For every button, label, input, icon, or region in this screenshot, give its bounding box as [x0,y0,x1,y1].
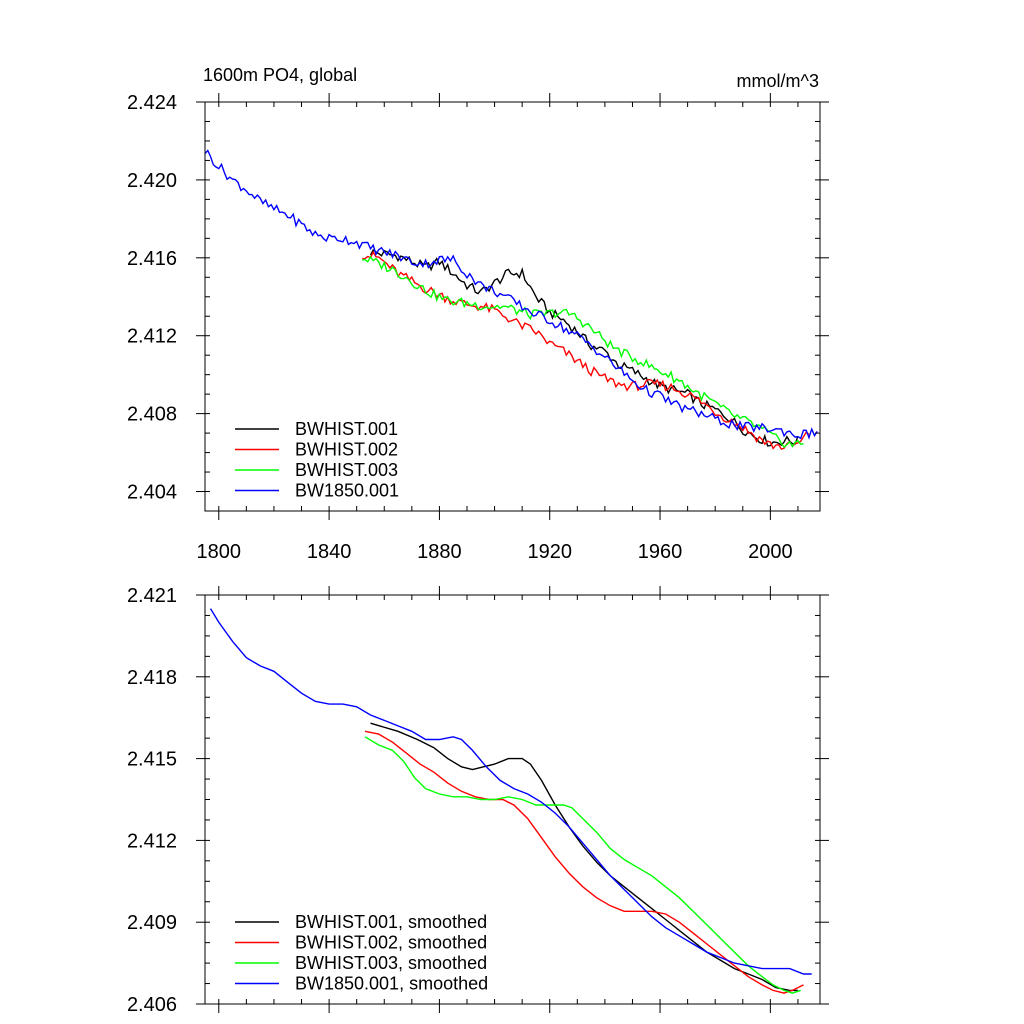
bottom-ticks-layer: 2.406 2.409 2.412 2.415 2.418 2.421 [127,585,829,1016]
bottom-legend-label-1: BWHIST.001, smoothed [295,912,487,932]
top-y-tick-label: 2.404 [127,482,177,504]
bottom-series-line-2 [364,730,804,994]
top-series-line-2 [362,250,810,451]
top-legend-label-4: BW1850.001 [295,481,399,501]
bottom-series-line-1 [370,722,798,992]
top-series-line-1 [369,248,799,447]
bottom-series-layer [209,608,812,994]
top-y-tick-label: 2.424 [127,92,177,114]
top-legend-label-2: BWHIST.002 [295,440,398,460]
top-x-tick-label: 1840 [307,541,352,563]
bottom-y-tick-label: 2.415 [127,749,177,771]
top-series-line-4 [204,149,818,440]
top-x-tick-label: 2000 [748,541,793,563]
top-series-layer [204,149,818,451]
bottom-series-line-4 [209,608,812,975]
bottom-y-tick-label: 2.409 [127,912,177,934]
top-x-tick-label: 1960 [638,541,683,563]
bottom-legend-label-2: BWHIST.002, smoothed [295,933,487,953]
top-x-tick-label: 1920 [527,541,572,563]
top-chart-title: 1600m PO4, global [203,65,357,85]
top-y-tick-label: 2.408 [127,404,177,426]
top-chart-units: mmol/m^3 [737,71,819,91]
bottom-y-tick-label: 2.418 [127,667,177,689]
bottom-legend-label-4: BW1850.001, smoothed [295,974,488,994]
top-ticks-layer: 2.404 2.408 2.412 2.416 2.420 2.424 1800 1840 18… [127,92,829,563]
bottom-y-tick-label: 2.406 [127,994,177,1016]
bottom-y-tick-label: 2.412 [127,830,177,852]
top-panel: 2.404 2.408 2.412 2.416 2.420 2.424 1800 1840 18… [127,65,829,563]
top-y-tick-label: 2.420 [127,170,177,192]
bottom-legend-label-3: BWHIST.003, smoothed [295,953,487,973]
bottom-panel: 2.406 2.409 2.412 2.415 2.418 2.421 BWHIST.00… [127,585,829,1016]
bottom-series-line-3 [364,736,801,994]
top-series-line-3 [362,255,804,449]
top-x-tick-label: 1800 [197,541,242,563]
top-x-tick-label: 1880 [417,541,462,563]
top-y-tick-label: 2.412 [127,326,177,348]
top-legend-label-3: BWHIST.003 [295,460,398,480]
top-plot-frame [204,101,821,512]
top-legend-label-1: BWHIST.001 [295,419,398,439]
top-y-tick-label: 2.416 [127,248,177,270]
bottom-y-tick-label: 2.421 [127,585,177,607]
